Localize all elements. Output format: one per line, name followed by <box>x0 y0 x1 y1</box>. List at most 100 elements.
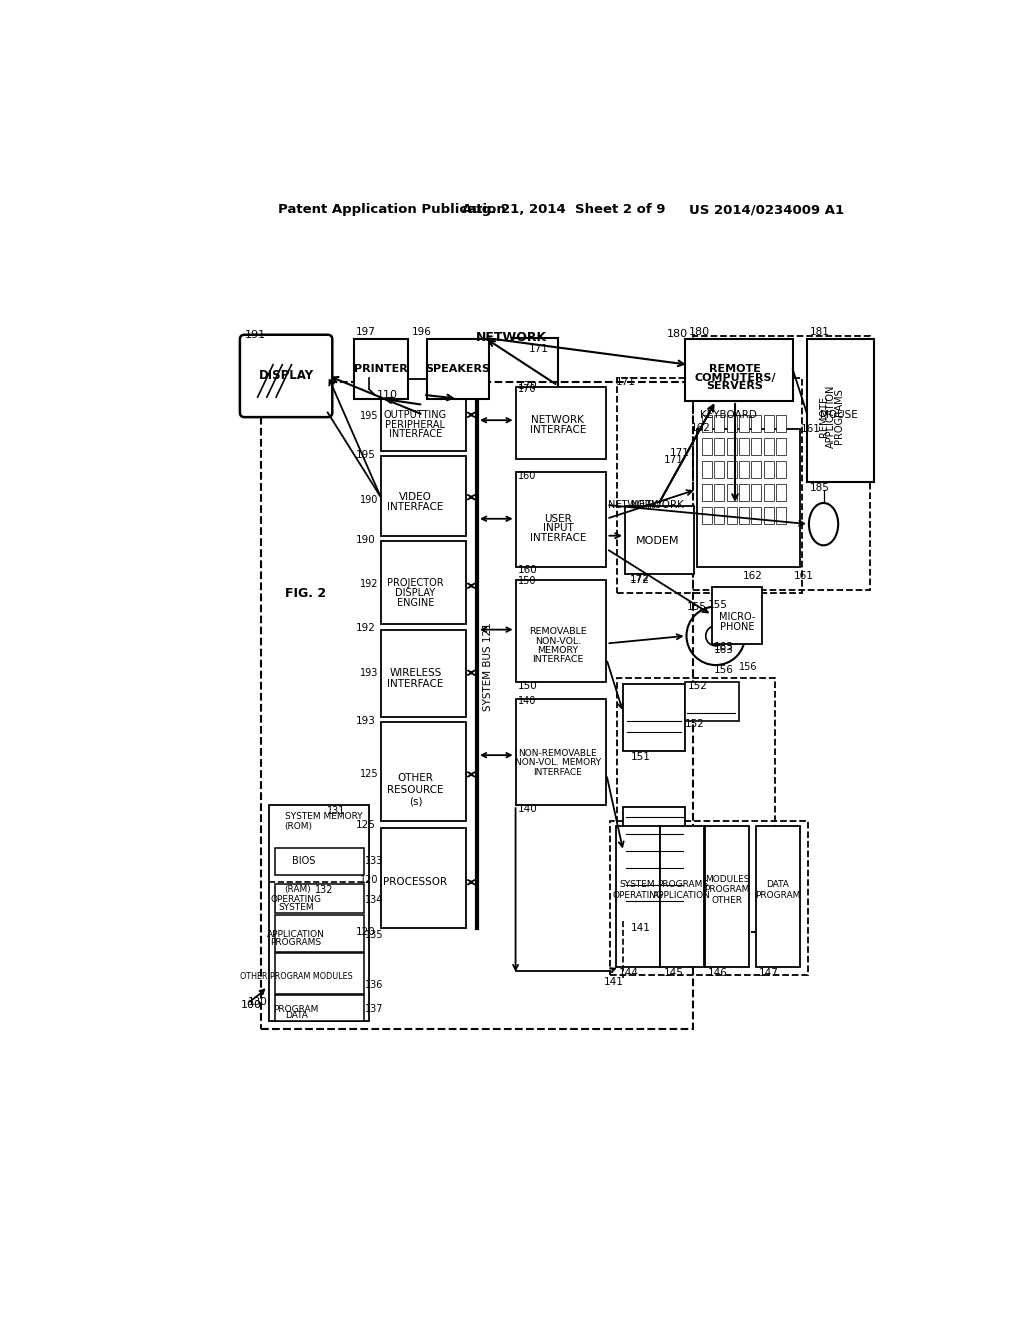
Text: 132: 132 <box>315 884 334 895</box>
Text: 193: 193 <box>360 668 379 677</box>
FancyBboxPatch shape <box>275 953 364 994</box>
Text: PROJECTOR: PROJECTOR <box>387 578 443 589</box>
FancyBboxPatch shape <box>776 484 785 502</box>
Text: PROGRAMS: PROGRAMS <box>834 388 844 445</box>
Text: RESOURCE: RESOURCE <box>387 785 443 795</box>
Text: WIRELESS: WIRELESS <box>389 668 441 677</box>
Text: 193: 193 <box>355 715 376 726</box>
Text: MOUSE: MOUSE <box>819 409 857 420</box>
Text: 130: 130 <box>248 997 267 1007</box>
Text: PROGRAMS: PROGRAMS <box>656 880 708 888</box>
Text: 152: 152 <box>688 681 708 690</box>
FancyBboxPatch shape <box>714 438 724 455</box>
FancyBboxPatch shape <box>756 826 800 966</box>
Text: 156: 156 <box>714 665 734 676</box>
Text: 163: 163 <box>714 644 734 655</box>
Text: APPLICATION: APPLICATION <box>826 384 837 447</box>
Text: NON-VOL. MEMORY: NON-VOL. MEMORY <box>515 759 601 767</box>
Text: FIG. 2: FIG. 2 <box>285 587 326 601</box>
Text: INTERFACE: INTERFACE <box>529 533 586 543</box>
FancyBboxPatch shape <box>739 438 749 455</box>
Text: 163: 163 <box>714 643 733 652</box>
Text: 171: 171 <box>615 376 636 387</box>
FancyBboxPatch shape <box>752 484 761 502</box>
Text: 136: 136 <box>366 979 384 990</box>
Text: SYSTEM: SYSTEM <box>620 880 655 888</box>
FancyBboxPatch shape <box>701 438 712 455</box>
Text: PRINTER: PRINTER <box>354 364 408 375</box>
Text: USER: USER <box>544 513 571 524</box>
FancyBboxPatch shape <box>727 507 736 524</box>
FancyBboxPatch shape <box>275 915 364 952</box>
Text: 125: 125 <box>359 770 379 779</box>
Text: REMOVABLE: REMOVABLE <box>529 627 587 636</box>
FancyBboxPatch shape <box>381 379 466 451</box>
Text: 192: 192 <box>360 579 379 589</box>
FancyBboxPatch shape <box>381 630 466 717</box>
Text: 140: 140 <box>518 696 537 706</box>
Text: DATA: DATA <box>766 880 790 888</box>
Text: APPLICATION: APPLICATION <box>653 891 712 900</box>
FancyBboxPatch shape <box>752 461 761 478</box>
FancyBboxPatch shape <box>727 438 736 455</box>
Text: SERVERS: SERVERS <box>707 381 764 391</box>
Text: 133: 133 <box>366 857 384 866</box>
FancyBboxPatch shape <box>776 507 785 524</box>
Text: 140: 140 <box>518 804 538 814</box>
FancyBboxPatch shape <box>714 507 724 524</box>
FancyBboxPatch shape <box>764 484 773 502</box>
FancyBboxPatch shape <box>381 829 466 928</box>
Text: REMOTE: REMOTE <box>709 364 761 375</box>
Text: MODEM: MODEM <box>636 536 680 546</box>
Text: 120: 120 <box>360 875 379 884</box>
Text: NETWORK: NETWORK <box>476 331 547 345</box>
FancyBboxPatch shape <box>727 414 736 432</box>
Text: OUTPUTTING: OUTPUTTING <box>384 409 447 420</box>
FancyBboxPatch shape <box>776 414 785 432</box>
Text: MODULES: MODULES <box>705 875 750 883</box>
Text: BIOS: BIOS <box>292 857 315 866</box>
Text: 160: 160 <box>518 471 537 480</box>
FancyBboxPatch shape <box>696 429 801 566</box>
Text: 147: 147 <box>759 968 779 978</box>
Text: KEYBOARD: KEYBOARD <box>700 409 757 420</box>
Text: OTHER: OTHER <box>712 896 742 906</box>
Text: 195: 195 <box>360 412 379 421</box>
Text: OTHER: OTHER <box>397 774 433 783</box>
Text: 151: 151 <box>631 752 651 763</box>
Text: 145: 145 <box>664 968 683 978</box>
Text: INTERFACE: INTERFACE <box>387 678 443 689</box>
Text: OPERATING: OPERATING <box>270 895 322 904</box>
Text: NETWORK: NETWORK <box>531 416 585 425</box>
Text: PROGRAM: PROGRAM <box>273 1005 318 1014</box>
FancyBboxPatch shape <box>660 826 705 966</box>
Text: NETWORK: NETWORK <box>608 500 657 510</box>
Text: DISPLAY: DISPLAY <box>258 370 313 381</box>
Text: APPLICATION: APPLICATION <box>267 931 325 939</box>
Text: 161: 161 <box>795 570 814 581</box>
Text: INTERFACE: INTERFACE <box>389 429 442 440</box>
Text: NETWORK: NETWORK <box>631 500 684 510</box>
FancyBboxPatch shape <box>515 700 606 805</box>
FancyBboxPatch shape <box>685 682 739 721</box>
FancyBboxPatch shape <box>701 507 712 524</box>
Text: 141: 141 <box>603 977 624 987</box>
Text: 171: 171 <box>670 449 689 458</box>
FancyBboxPatch shape <box>776 438 785 455</box>
Text: INTERFACE: INTERFACE <box>529 425 586 436</box>
FancyBboxPatch shape <box>275 884 364 913</box>
Text: 150: 150 <box>518 576 537 586</box>
Text: MEMORY: MEMORY <box>538 645 579 655</box>
FancyBboxPatch shape <box>739 414 749 432</box>
Text: 197: 197 <box>356 326 376 337</box>
Text: 144: 144 <box>618 968 639 978</box>
FancyBboxPatch shape <box>515 579 606 682</box>
Text: 135: 135 <box>366 929 384 940</box>
FancyBboxPatch shape <box>269 805 370 1020</box>
Text: 100: 100 <box>241 1001 262 1010</box>
Text: 180: 180 <box>667 329 688 339</box>
FancyBboxPatch shape <box>764 438 773 455</box>
FancyBboxPatch shape <box>515 471 606 566</box>
Text: OTHER PROGRAM MODULES: OTHER PROGRAM MODULES <box>240 973 352 981</box>
Text: 137: 137 <box>366 1005 384 1014</box>
